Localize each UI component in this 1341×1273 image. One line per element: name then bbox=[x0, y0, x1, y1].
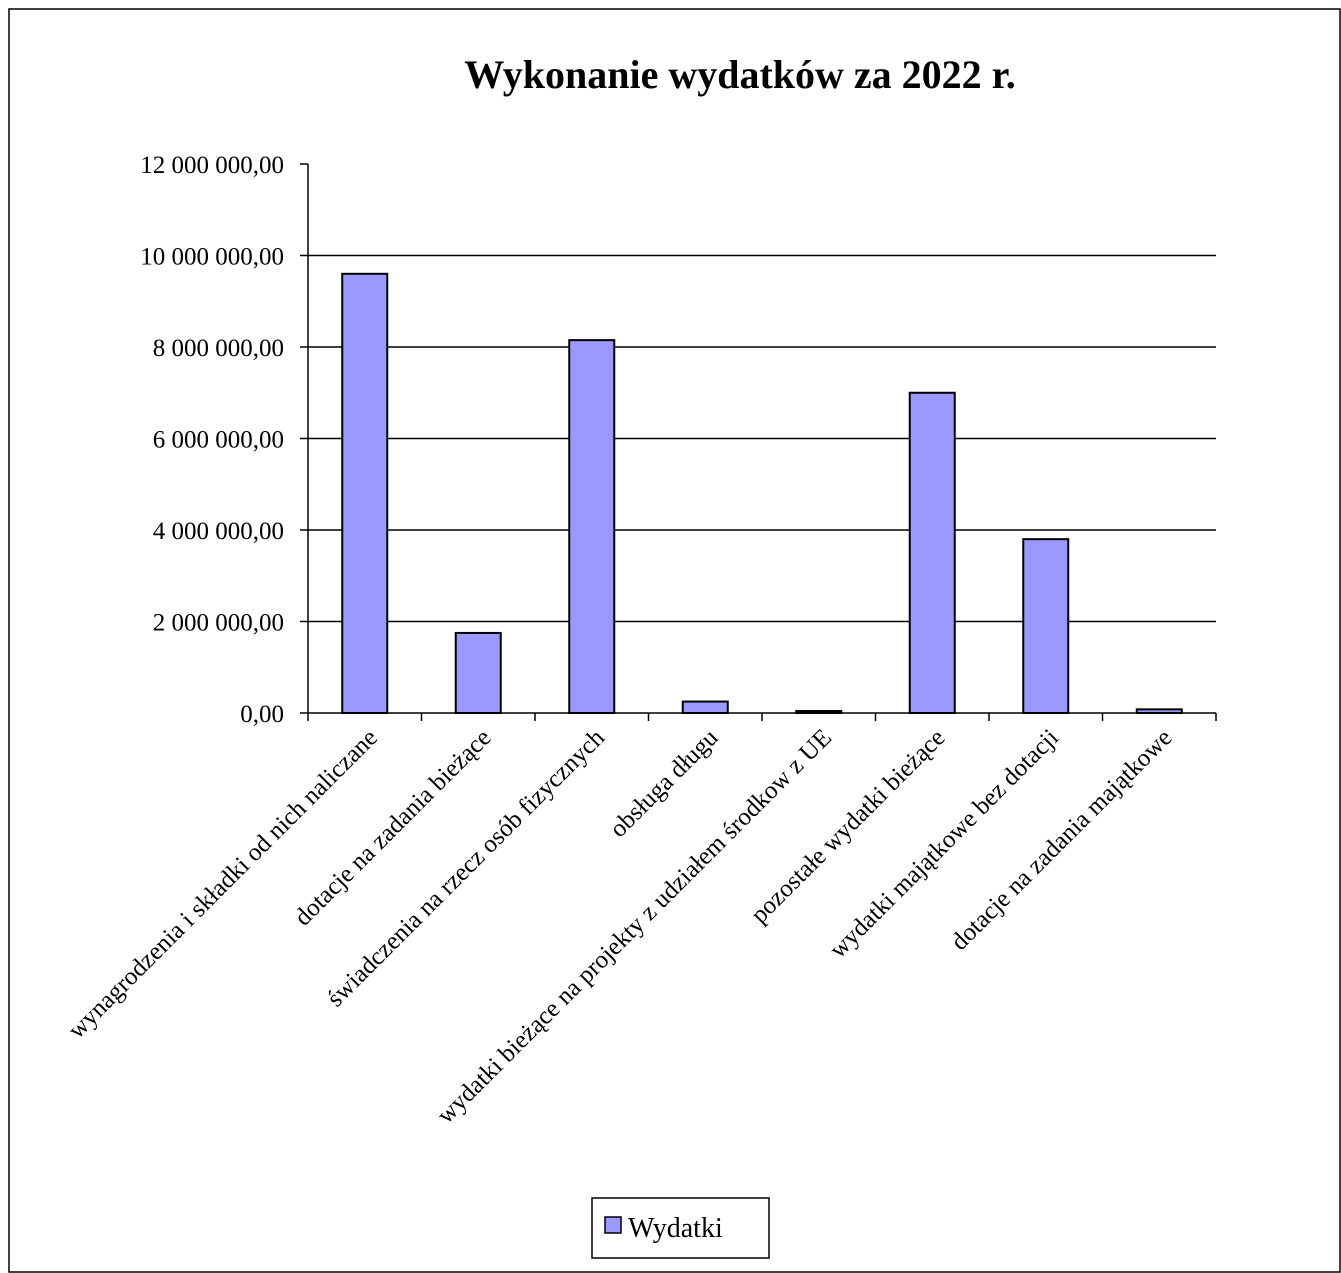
y-tick-label: 2 000 000,00 bbox=[153, 610, 284, 637]
bar bbox=[568, 339, 616, 714]
y-tick-label: 0,00 bbox=[240, 701, 284, 728]
legend: Wydatki bbox=[591, 1197, 770, 1259]
legend-label: Wydatki bbox=[628, 1213, 723, 1244]
y-tick-label: 6 000 000,00 bbox=[153, 427, 284, 454]
chart-border bbox=[8, 8, 1341, 1273]
bar bbox=[454, 631, 502, 714]
legend-swatch bbox=[604, 1216, 622, 1234]
y-tick-label: 10 000 000,00 bbox=[140, 244, 284, 271]
y-tick-label: 12 000 000,00 bbox=[140, 152, 284, 179]
bars bbox=[341, 272, 1183, 715]
chart-title: Wykonanie wydatków za 2022 r. bbox=[464, 52, 1016, 97]
y-tick-label: 4 000 000,00 bbox=[153, 518, 284, 545]
bar bbox=[1022, 538, 1070, 715]
axes bbox=[307, 164, 1217, 721]
bar bbox=[681, 700, 729, 714]
bar bbox=[341, 272, 389, 714]
bar bbox=[908, 391, 956, 714]
y-tick-label: 8 000 000,00 bbox=[153, 335, 284, 362]
y-axis-ticks: 0,00 2 000 000,00 4 000 000,00 6 000 000,00… bbox=[140, 152, 308, 728]
